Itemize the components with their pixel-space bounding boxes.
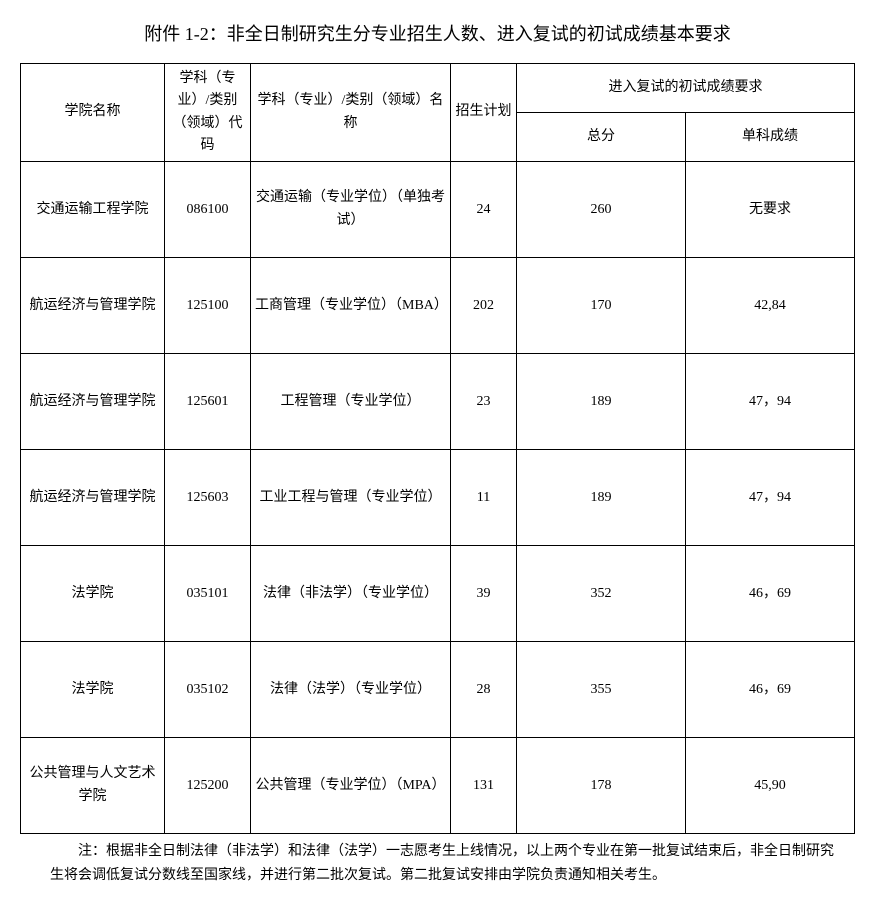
cell-total: 260	[517, 162, 686, 258]
table-row: 航运经济与管理学院125601工程管理（专业学位）2318947，94	[21, 354, 855, 450]
cell-subject: 47，94	[686, 354, 855, 450]
cell-code: 035101	[165, 546, 251, 642]
admissions-table: 学院名称 学科（专业）/类别（领域）代码 学科（专业）/类别（领域）名称 招生计…	[20, 63, 855, 835]
header-requirement: 进入复试的初试成绩要求	[517, 63, 855, 112]
cell-total: 189	[517, 354, 686, 450]
cell-subject: 47，94	[686, 450, 855, 546]
cell-school: 航运经济与管理学院	[21, 354, 165, 450]
cell-major: 工商管理（专业学位）（MBA）	[251, 258, 451, 354]
cell-school: 法学院	[21, 642, 165, 738]
cell-plan: 131	[451, 738, 517, 834]
cell-plan: 24	[451, 162, 517, 258]
cell-major: 公共管理（专业学位）（MPA）	[251, 738, 451, 834]
header-plan: 招生计划	[451, 63, 517, 162]
cell-code: 035102	[165, 642, 251, 738]
cell-total: 189	[517, 450, 686, 546]
cell-subject: 45,90	[686, 738, 855, 834]
cell-plan: 39	[451, 546, 517, 642]
table-body: 交通运输工程学院086100交通运输（专业学位）（单独考试）24260无要求航运…	[21, 162, 855, 834]
cell-plan: 202	[451, 258, 517, 354]
cell-code: 125200	[165, 738, 251, 834]
header-subject: 单科成绩	[686, 113, 855, 162]
table-row: 公共管理与人文艺术学院125200公共管理（专业学位）（MPA）13117845…	[21, 738, 855, 834]
cell-subject: 46，69	[686, 546, 855, 642]
cell-code: 086100	[165, 162, 251, 258]
table-row: 法学院035101法律（非法学）（专业学位）3935246，69	[21, 546, 855, 642]
cell-major: 交通运输（专业学位）（单独考试）	[251, 162, 451, 258]
header-major: 学科（专业）/类别（领域）名称	[251, 63, 451, 162]
table-row: 交通运输工程学院086100交通运输（专业学位）（单独考试）24260无要求	[21, 162, 855, 258]
cell-school: 交通运输工程学院	[21, 162, 165, 258]
cell-major: 工业工程与管理（专业学位）	[251, 450, 451, 546]
cell-major: 工程管理（专业学位）	[251, 354, 451, 450]
cell-major: 法律（非法学）（专业学位）	[251, 546, 451, 642]
footer-note: 注：根据非全日制法律（非法学）和法律（法学）一志愿考生上线情况，以上两个专业在第…	[20, 840, 855, 888]
cell-total: 355	[517, 642, 686, 738]
cell-total: 352	[517, 546, 686, 642]
cell-plan: 23	[451, 354, 517, 450]
header-code: 学科（专业）/类别（领域）代码	[165, 63, 251, 162]
cell-school: 公共管理与人文艺术学院	[21, 738, 165, 834]
table-row: 法学院035102法律（法学）（专业学位）2835546，69	[21, 642, 855, 738]
cell-subject: 46，69	[686, 642, 855, 738]
cell-code: 125603	[165, 450, 251, 546]
document-title: 附件 1-2：非全日制研究生分专业招生人数、进入复试的初试成绩基本要求	[20, 20, 855, 49]
cell-school: 航运经济与管理学院	[21, 450, 165, 546]
cell-code: 125601	[165, 354, 251, 450]
cell-plan: 11	[451, 450, 517, 546]
cell-total: 170	[517, 258, 686, 354]
cell-total: 178	[517, 738, 686, 834]
header-school: 学院名称	[21, 63, 165, 162]
cell-subject: 无要求	[686, 162, 855, 258]
cell-school: 航运经济与管理学院	[21, 258, 165, 354]
cell-major: 法律（法学）（专业学位）	[251, 642, 451, 738]
cell-school: 法学院	[21, 546, 165, 642]
header-total: 总分	[517, 113, 686, 162]
table-row: 航运经济与管理学院125603工业工程与管理（专业学位）1118947，94	[21, 450, 855, 546]
cell-subject: 42,84	[686, 258, 855, 354]
cell-code: 125100	[165, 258, 251, 354]
table-row: 航运经济与管理学院125100工商管理（专业学位）（MBA）20217042,8…	[21, 258, 855, 354]
cell-plan: 28	[451, 642, 517, 738]
